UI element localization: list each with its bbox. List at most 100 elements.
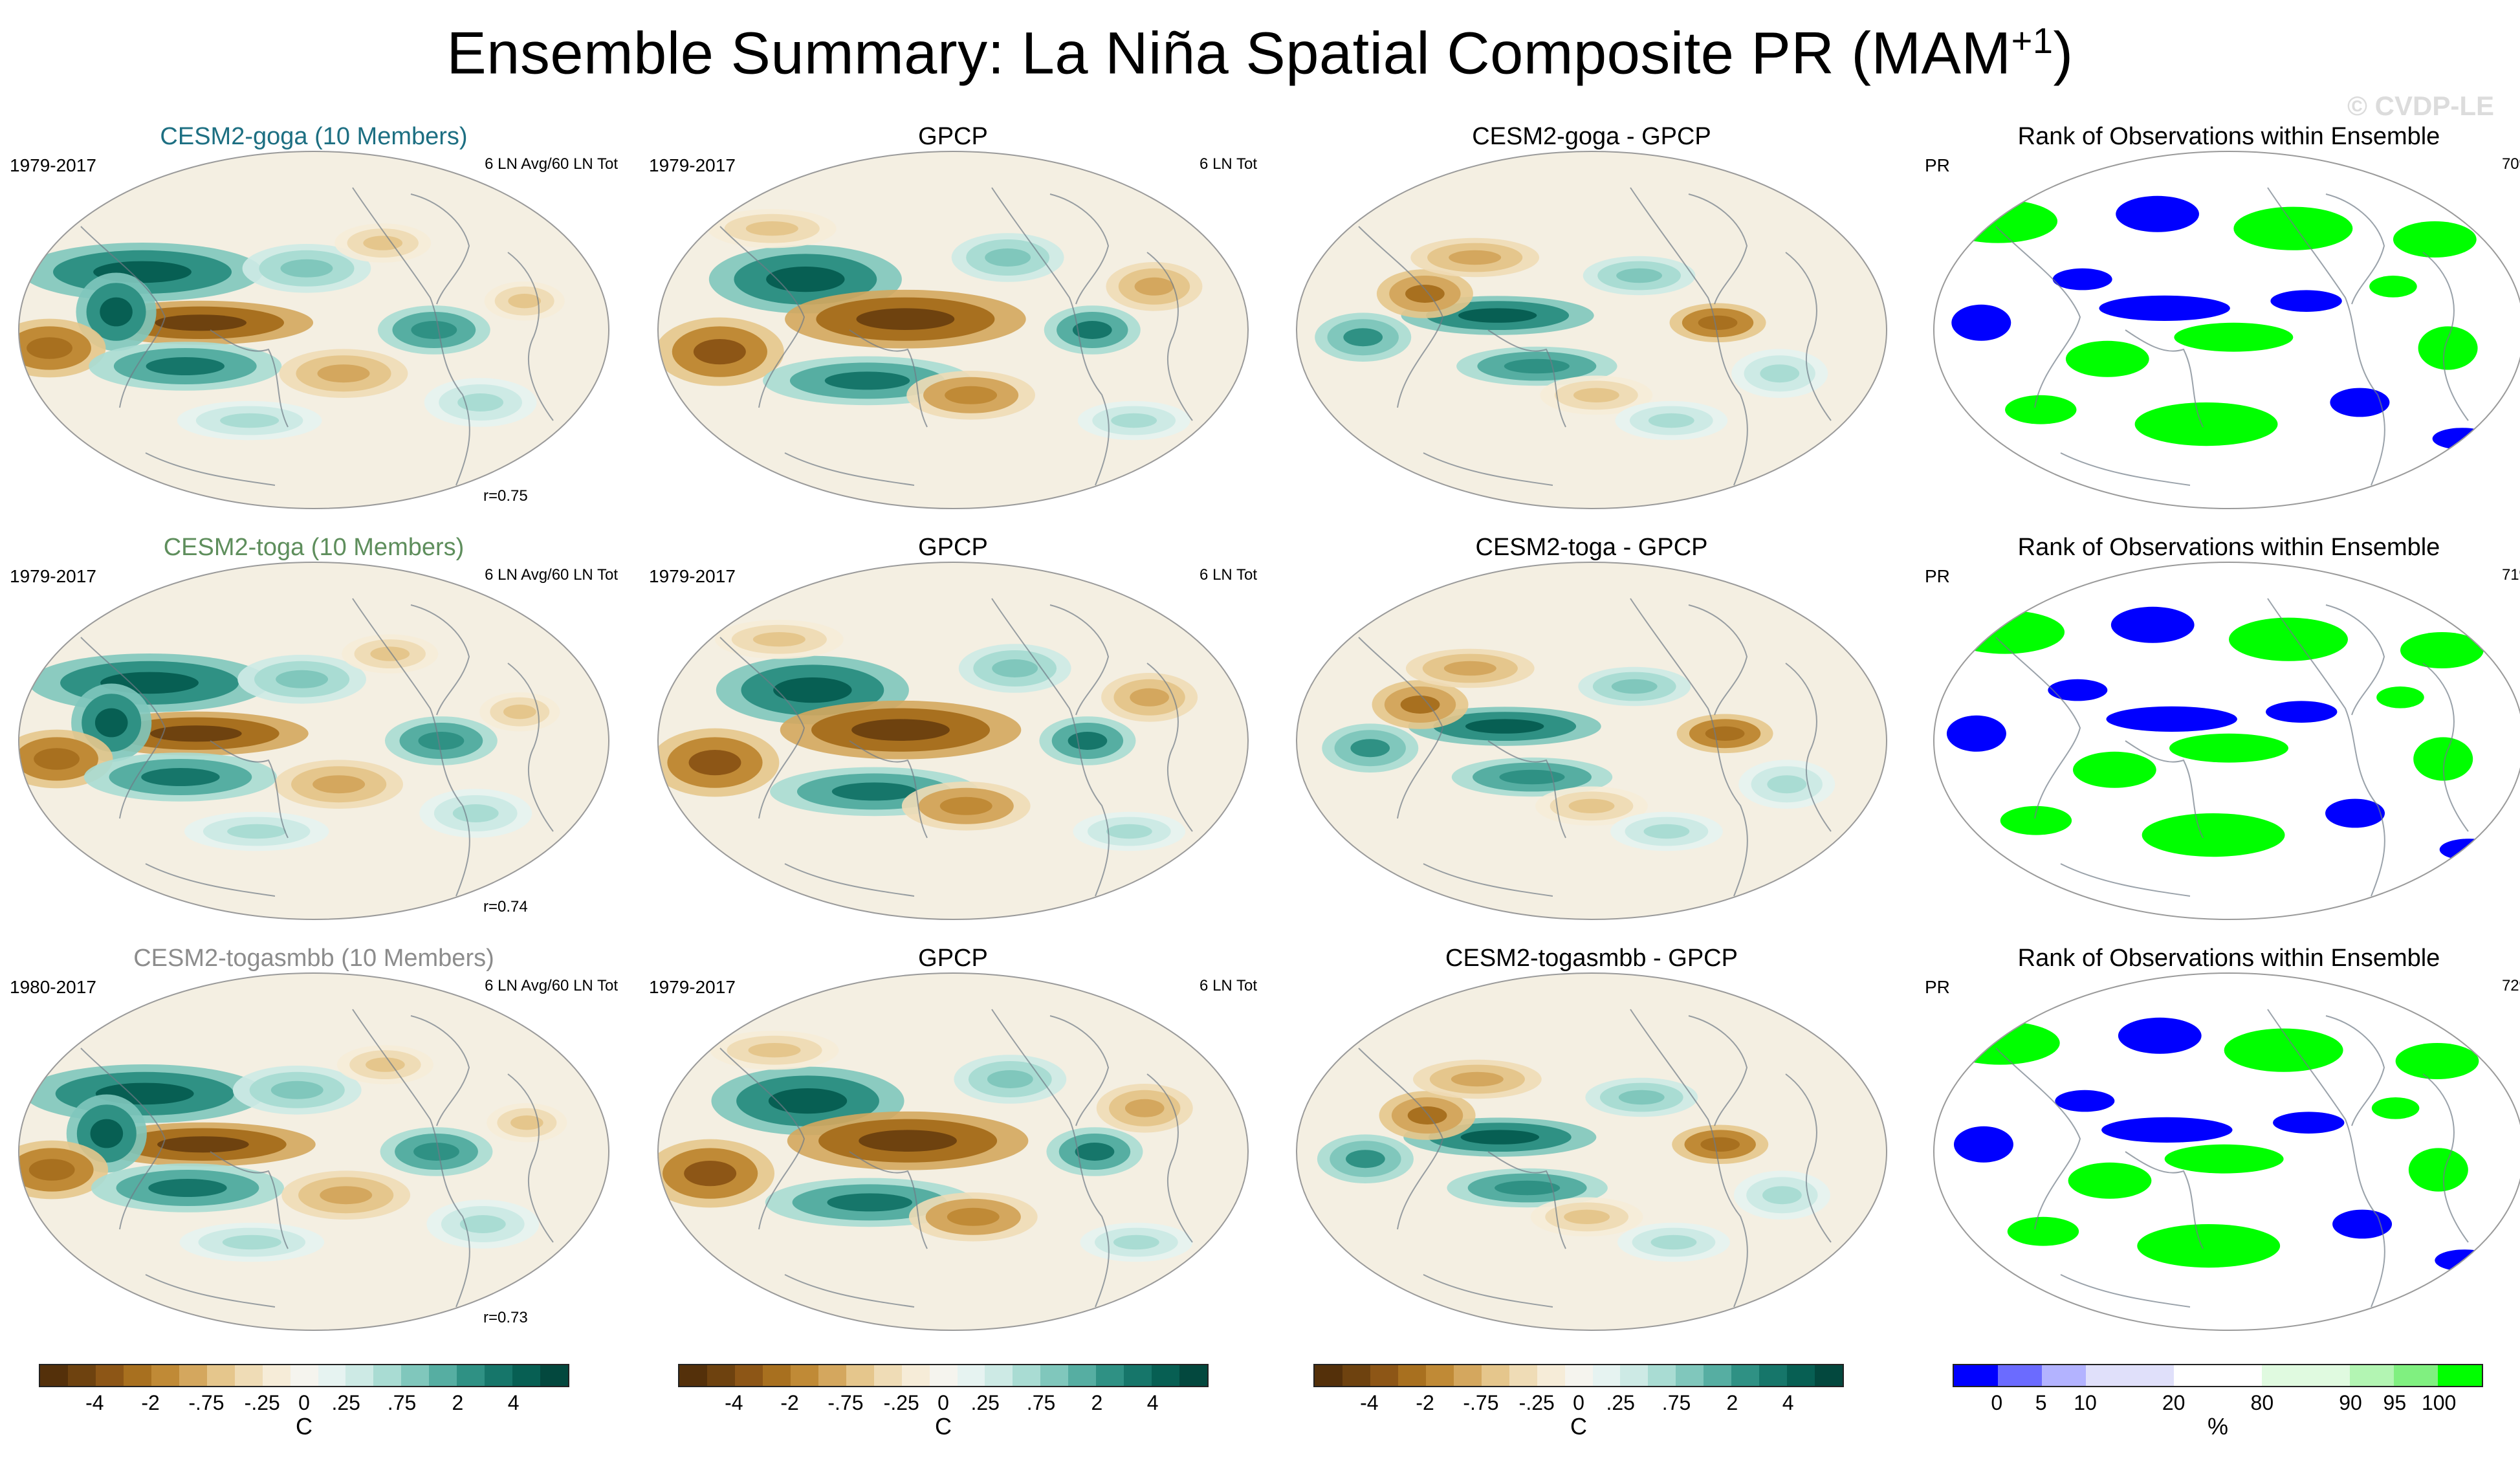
anomaly-core <box>457 393 504 411</box>
coastline <box>2267 1009 2385 1308</box>
colorbar-swatch <box>1676 1365 1704 1386</box>
panel-title: Rank of Observations within Ensemble <box>2017 123 2440 150</box>
coastline <box>2422 1073 2469 1243</box>
coastline <box>1785 1073 1832 1243</box>
coastline <box>2125 329 2204 428</box>
colorbar-tick-label: 2 <box>452 1391 464 1414</box>
panel-count-label: 6 LN Avg/60 LN Tot <box>485 566 618 584</box>
rank-region <box>2393 221 2477 258</box>
panel-title: CESM2-toga - GPCP <box>1475 534 1708 561</box>
rank-region <box>2101 1117 2233 1143</box>
colorbar-tick-label: 80 <box>2250 1391 2274 1414</box>
colorbar-swatch <box>457 1365 485 1386</box>
anomaly-core <box>452 804 499 822</box>
anomaly-core <box>1564 1209 1610 1224</box>
rank-region <box>2137 1224 2281 1268</box>
coastline <box>2325 193 2385 305</box>
colorbar-swatch <box>1370 1365 1398 1386</box>
anomaly-core <box>1460 1130 1540 1145</box>
colorbar-swatch <box>1509 1365 1537 1386</box>
model-panel-2: CESM2-toga (10 Members) 1979-2017 6 LN Avg… <box>3 534 624 948</box>
pr-colorbar: -4 -2 -.75 -.25 0 .25 .75 2 4 C <box>1313 1364 1844 1440</box>
obs-panel-3: GPCP 1979-2017 6 LN Tot <box>642 945 1264 1359</box>
panel-count-label: 70% <box>2501 155 2520 173</box>
rank-region <box>2325 798 2385 828</box>
colorbar-swatch <box>151 1365 179 1386</box>
colorbar-swatch <box>873 1365 902 1386</box>
coastline <box>849 740 928 839</box>
coastline <box>1487 1151 1566 1249</box>
panel-period-label: 1979-2017 <box>10 566 96 586</box>
colorbar-swatch <box>1954 1365 1998 1386</box>
panel-period-label: 1979-2017 <box>649 566 736 586</box>
anomaly-core <box>1767 775 1807 794</box>
rank-region <box>2118 1017 2202 1054</box>
anomaly-core <box>1568 798 1615 813</box>
anomaly-core <box>1499 769 1565 785</box>
anomaly-core <box>1495 1180 1561 1196</box>
map-outline <box>657 151 1249 509</box>
panel-title: CESM2-togasmbb - GPCP <box>1445 945 1738 972</box>
pr-colorbar: -4 -2 -.75 -.25 0 .25 .75 2 4 C <box>39 1364 569 1440</box>
colorbar-tick-label: -.25 <box>244 1391 280 1414</box>
anomaly-core <box>1705 726 1745 741</box>
anomaly-core <box>1075 1143 1115 1161</box>
rank-region <box>1945 610 2065 654</box>
colorbar-swatch <box>2350 1365 2394 1386</box>
obs-map <box>657 151 1249 509</box>
rank-region <box>2224 1028 2343 1072</box>
anomaly-core <box>411 321 457 339</box>
colorbar-swatch <box>123 1365 151 1386</box>
anomaly-core <box>155 314 247 331</box>
colorbar-unit: C <box>935 1413 952 1440</box>
panel-count-label: 72% <box>2501 977 2520 994</box>
map-outline <box>18 972 609 1331</box>
rank-region <box>2000 806 2072 835</box>
anomaly-core <box>418 732 465 750</box>
rank-region <box>2330 388 2390 417</box>
colorbar-swatch <box>1013 1365 1041 1386</box>
colorbar-tick-label: 4 <box>1782 1391 1794 1414</box>
map-outline <box>1296 151 1887 509</box>
colorbar-tick-label: 10 <box>2074 1391 2097 1414</box>
coastline <box>80 226 166 408</box>
rank-region <box>2400 632 2484 668</box>
anomaly-core <box>34 748 80 770</box>
anomaly-core <box>1068 732 1108 750</box>
colorbar-tick-label: 4 <box>1146 1391 1159 1414</box>
rank-region <box>2229 617 2348 661</box>
rank-region <box>1940 1021 2060 1065</box>
coastline <box>1423 452 1553 486</box>
anomaly-core <box>1130 688 1169 707</box>
anomaly-core <box>856 308 955 330</box>
anomaly-core <box>773 677 852 703</box>
coastline <box>2267 598 2385 897</box>
colorbar-swatch <box>1397 1365 1426 1386</box>
colorbar-tick-label: 0 <box>937 1391 949 1414</box>
anomaly-core <box>824 371 910 390</box>
colorbar-swatch <box>1124 1365 1152 1386</box>
panel-period-label: PR <box>1925 977 1950 997</box>
anomaly-core <box>90 1119 124 1148</box>
anomaly-core <box>1134 277 1174 296</box>
anomaly-core <box>312 775 366 794</box>
rank-region <box>2439 839 2499 861</box>
panel-count-label: 6 LN Tot <box>1200 155 1257 173</box>
colorbar-tick-label: 90 <box>2339 1391 2362 1414</box>
anomaly-core <box>146 357 225 375</box>
colorbar-swatch <box>762 1365 791 1386</box>
colorbar-tick-label: 2 <box>1726 1391 1738 1414</box>
diff-panel-2: CESM2-toga - GPCP <box>1281 534 1902 948</box>
panel-period-label: 1979-2017 <box>10 155 96 175</box>
coastline <box>1630 1009 1748 1308</box>
colorbar-tick-label: .25 <box>331 1391 360 1414</box>
coastline <box>1358 1048 1444 1230</box>
watermark: © CVDP-LE <box>2347 91 2494 121</box>
coastline <box>2267 187 2385 486</box>
coastline <box>1049 193 1110 305</box>
rank-region <box>2116 195 2199 232</box>
colorbar-swatch <box>985 1365 1013 1386</box>
rank-colorbar: 0 5 10 20 80 90 95 100% <box>1953 1364 2483 1440</box>
rank-region <box>2371 1097 2420 1119</box>
colorbar-swatch <box>707 1365 735 1386</box>
